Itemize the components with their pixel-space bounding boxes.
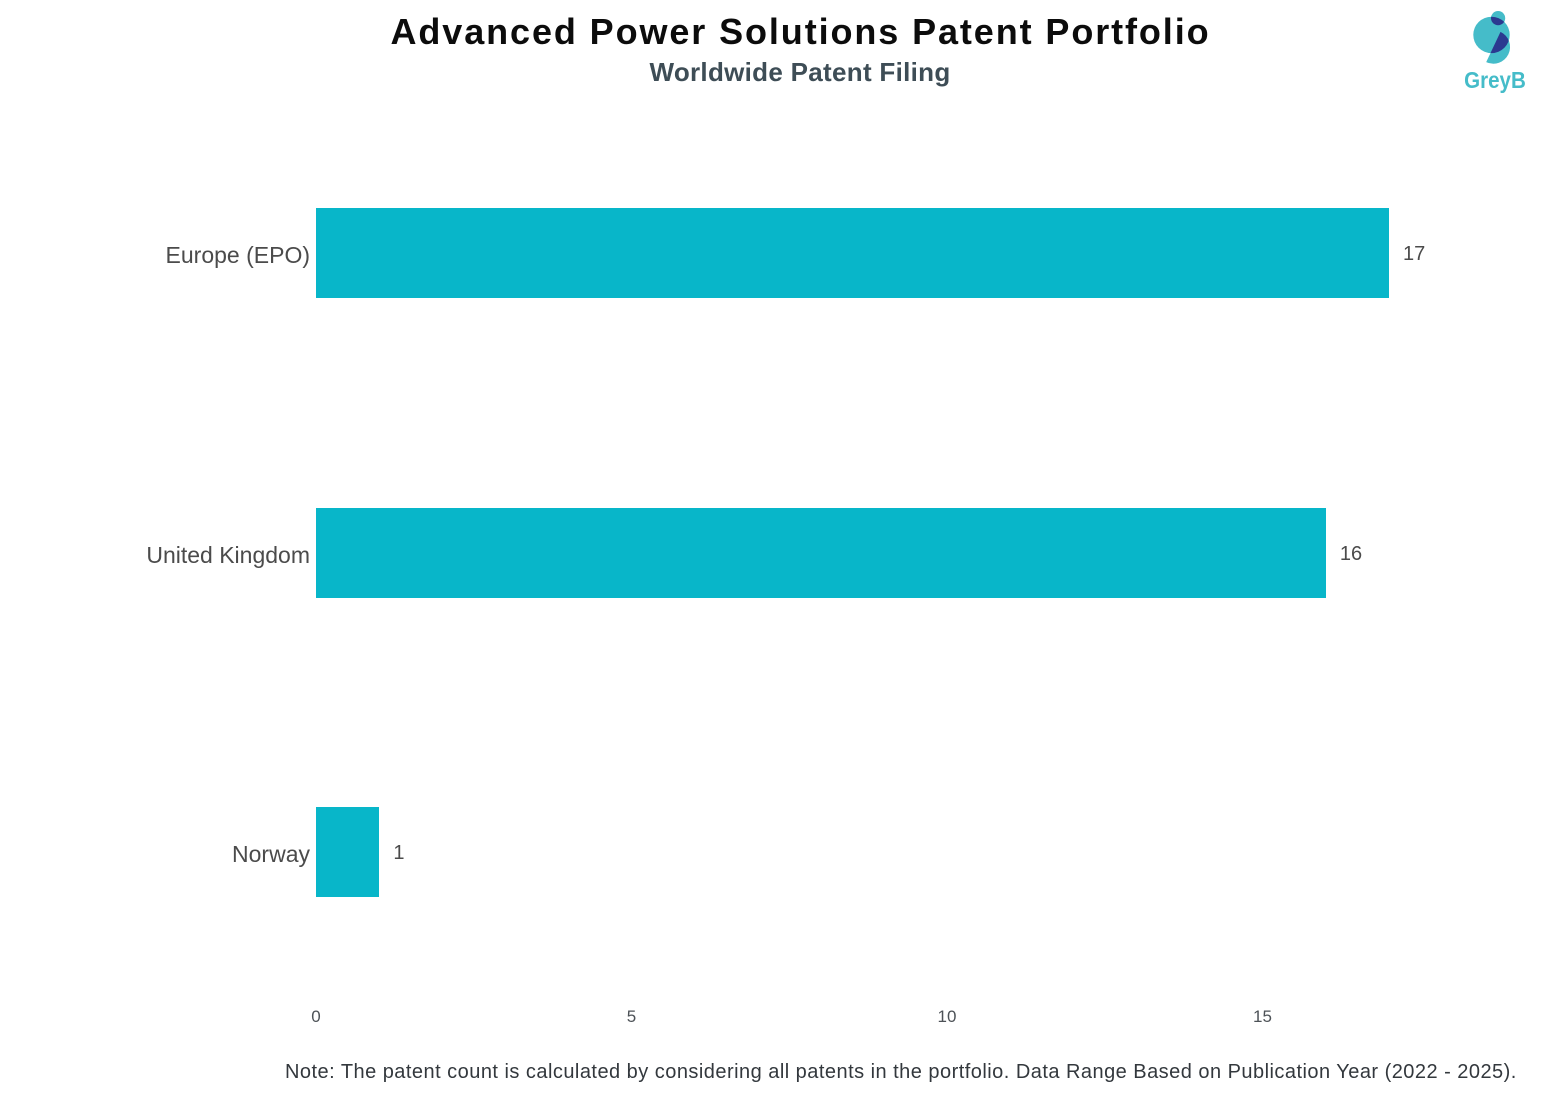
svg-text:GreyB: GreyB [1464,67,1526,93]
